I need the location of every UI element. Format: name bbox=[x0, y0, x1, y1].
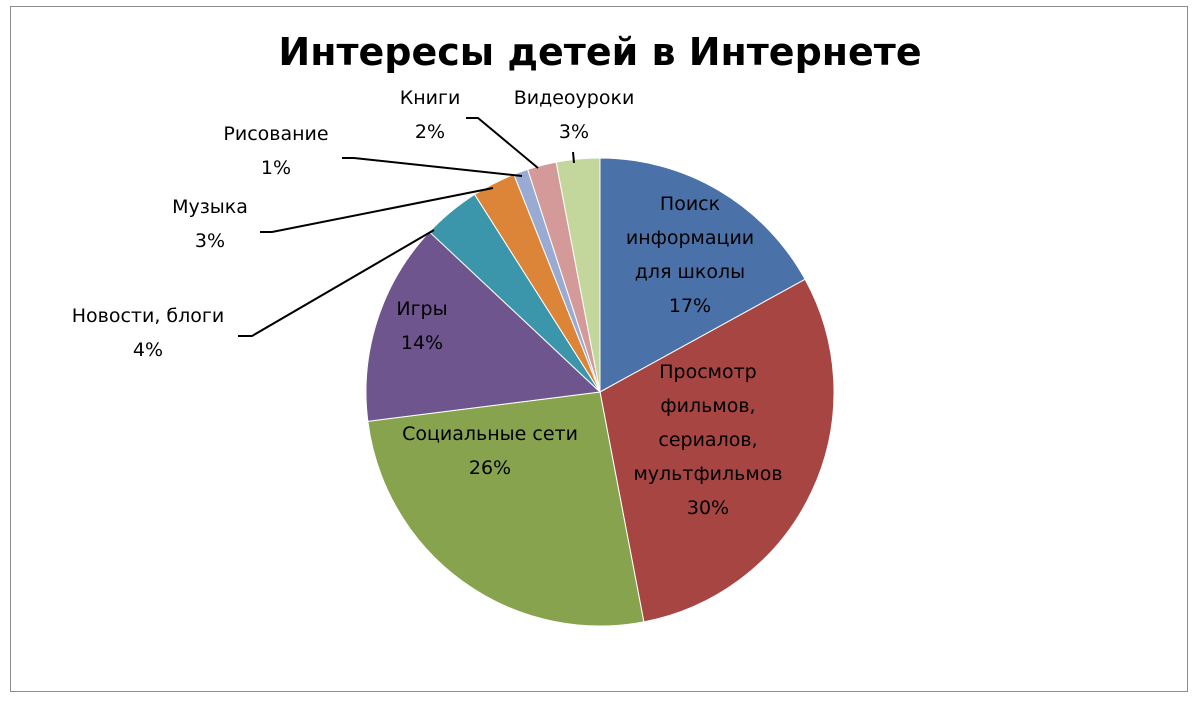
chart-title: Интересы детей в Интернете bbox=[278, 30, 922, 74]
pie-slice-1 bbox=[599, 278, 835, 623]
slice-label-2: Социальные сети 26% bbox=[402, 423, 578, 479]
leader-line-6 bbox=[342, 157, 523, 177]
leader-line-4 bbox=[238, 229, 435, 337]
slice-label-7: Книги 2% bbox=[400, 87, 461, 143]
pie-slice-8 bbox=[555, 157, 601, 393]
pie-slice-2 bbox=[367, 391, 645, 627]
leader-line-8 bbox=[572, 151, 575, 164]
leader-line-5 bbox=[260, 187, 494, 233]
slice-label-3: Игры 14% bbox=[396, 298, 447, 354]
slice-label-5: Музыка 3% bbox=[172, 196, 248, 252]
pie-slice-3 bbox=[365, 231, 602, 422]
slice-label-6: Рисование 1% bbox=[223, 123, 328, 179]
slice-label-0: Поиск информации для школы 17% bbox=[626, 193, 754, 317]
slice-label-4: Новости, блоги 4% bbox=[72, 305, 225, 361]
slice-label-8: Видеоуроки 3% bbox=[514, 87, 635, 143]
pie-slice-0 bbox=[599, 157, 806, 393]
slice-label-1: Просмотр фильмов, сериалов, мультфильмов 30% bbox=[633, 361, 782, 519]
leader-line-7 bbox=[466, 117, 539, 169]
